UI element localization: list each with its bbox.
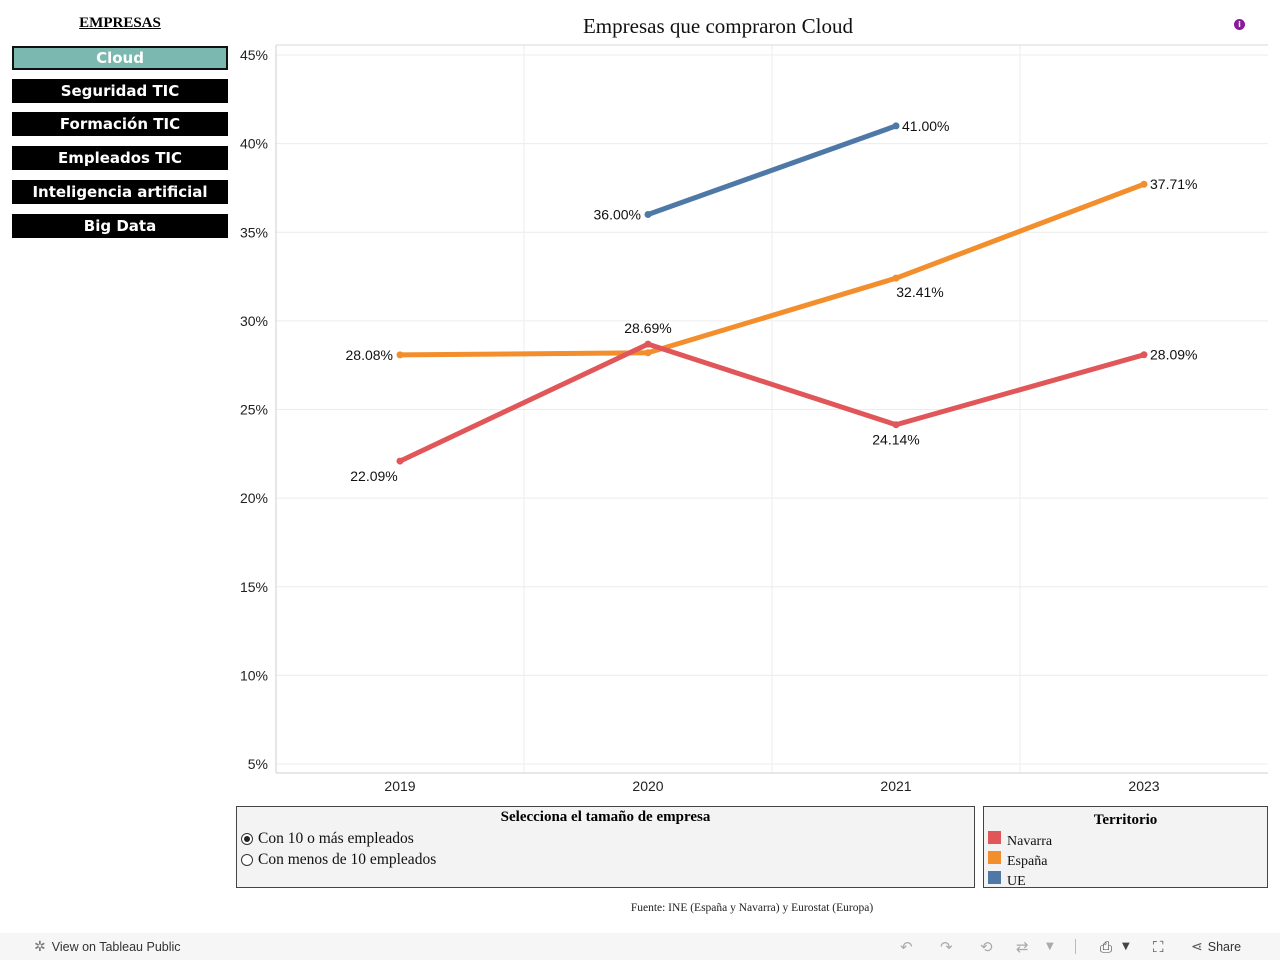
data-label-navarra: 28.69% <box>624 320 671 336</box>
data-point-navarra <box>644 340 652 348</box>
y-tick-label: 40% <box>240 136 268 152</box>
radio-option-10-or-more[interactable]: Con 10 o más empleados <box>241 830 414 848</box>
download-icon[interactable]: ⎙ <box>1100 938 1113 956</box>
share-icon: ⋖ <box>1191 939 1203 955</box>
y-tick-label: 25% <box>240 402 268 418</box>
series-line-navarra <box>397 341 1147 464</box>
y-tick-label: 30% <box>240 313 268 329</box>
tableau-footer: ✲ View on Tableau Public ↶ ↷ ⟲ ⇄ ▼ ⎙ ▼ ⛶… <box>0 933 1280 960</box>
y-tick-label: 10% <box>240 667 268 683</box>
data-point-espana <box>644 349 652 357</box>
source-note: Fuente: INE (España y Navarra) y Eurosta… <box>630 902 874 914</box>
line-chart: 45% 40% 35% 30% 25% 20% 15% 10% 5% 2019 2020 2021 20… <box>240 44 1268 794</box>
data-label-navarra: 28.09% <box>1150 347 1197 363</box>
data-point-navarra <box>892 421 900 429</box>
size-filter-title: Selecciona el tamaño de empresa <box>500 809 711 825</box>
data-label-espana: 32.41% <box>896 284 943 300</box>
y-tick-label: 5% <box>248 756 268 772</box>
data-label-navarra: 22.09% <box>350 468 397 484</box>
y-tick-label: 20% <box>240 490 268 506</box>
data-point-espana <box>892 274 900 282</box>
info-icon[interactable]: i <box>1234 19 1245 30</box>
nav-button-cloud[interactable]: Cloud <box>12 46 228 70</box>
data-point-ue <box>892 122 900 130</box>
nav-button-empleados-tic[interactable]: Empleados TIC <box>12 146 228 170</box>
radio-label: Con 10 o más empleados <box>258 830 414 847</box>
revert-icon[interactable]: ⟲ <box>980 938 993 956</box>
tableau-logo-icon: ✲ <box>34 939 46 955</box>
radio-label: Con menos de 10 empleados <box>258 851 437 868</box>
nav-button-big-data[interactable]: Big Data <box>12 214 228 238</box>
redo-icon[interactable]: ↷ <box>940 938 953 956</box>
x-tick-label: 2020 <box>632 778 663 794</box>
radio-button[interactable] <box>241 833 253 845</box>
data-label-ue: 41.00% <box>902 118 949 134</box>
data-label-espana: 37.71% <box>1150 176 1197 192</box>
view-on-tableau-label: View on Tableau Public <box>51 940 181 954</box>
download-dropdown-chevron-icon[interactable]: ▼ <box>1122 941 1130 952</box>
data-point-espana <box>1140 180 1148 188</box>
sidebar-title: EMPRESAS <box>79 15 161 31</box>
nav-button-formación-tic[interactable]: Formación TIC <box>12 112 228 136</box>
share-button[interactable]: ⋖ Share <box>1191 939 1241 955</box>
legend-swatch <box>988 851 1001 864</box>
legend-label: UE <box>1007 874 1026 889</box>
legend-item-espana[interactable]: España <box>988 851 1048 870</box>
series-line-espana <box>397 181 1147 358</box>
nav-button-seguridad-tic[interactable]: Seguridad TIC <box>12 79 228 103</box>
legend-swatch <box>988 871 1001 884</box>
refresh-icon[interactable]: ⇄ <box>1016 938 1029 956</box>
data-point-espana <box>396 351 404 359</box>
data-label-espana: 28.08% <box>346 347 393 363</box>
legend-label: España <box>1007 854 1048 869</box>
footer-divider <box>1075 939 1076 954</box>
share-label: Share <box>1207 940 1242 954</box>
legend-item-ue[interactable]: UE <box>988 871 1026 890</box>
chart-title: Empresas que compraron Cloud <box>582 14 854 38</box>
y-tick-label: 15% <box>240 579 268 595</box>
y-tick-label: 45% <box>240 47 268 63</box>
legend-swatch <box>988 831 1001 844</box>
legend-item-navarra[interactable]: Navarra <box>988 831 1053 850</box>
x-tick-label: 2021 <box>880 778 911 794</box>
company-size-filter: Selecciona el tamaño de empresa Con 10 o… <box>236 806 975 888</box>
view-on-tableau-public-link[interactable]: ✲ View on Tableau Public <box>34 939 181 955</box>
legend-title: Territorio <box>1093 812 1158 828</box>
radio-button[interactable] <box>241 854 253 866</box>
undo-icon[interactable]: ↶ <box>900 938 913 956</box>
fullscreen-icon[interactable]: ⛶ <box>1153 938 1164 956</box>
data-label-ue: 36.00% <box>594 207 641 223</box>
data-point-navarra <box>1140 351 1148 359</box>
legend-label: Navarra <box>1007 834 1053 849</box>
nav-button-inteligencia-artificial[interactable]: Inteligencia artificial <box>12 180 228 204</box>
territory-legend: Territorio Navarra España UE <box>983 806 1268 890</box>
x-tick-label: 2023 <box>1128 778 1159 794</box>
x-tick-label: 2019 <box>384 778 415 794</box>
data-point-navarra <box>396 457 404 465</box>
refresh-dropdown-chevron-icon[interactable]: ▼ <box>1046 941 1054 952</box>
y-tick-label: 35% <box>240 224 268 240</box>
series-line-ue <box>645 123 899 218</box>
data-label-navarra: 24.14% <box>872 432 919 448</box>
radio-option-less-than-10[interactable]: Con menos de 10 empleados <box>241 851 436 869</box>
data-point-ue <box>644 211 652 219</box>
